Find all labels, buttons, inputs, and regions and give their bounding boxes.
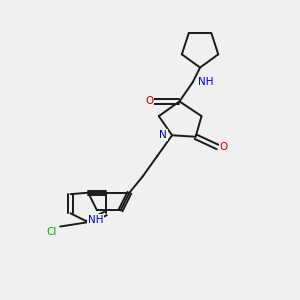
- Text: O: O: [220, 142, 228, 152]
- Text: O: O: [145, 96, 153, 106]
- Text: NH: NH: [88, 215, 103, 225]
- Text: N: N: [159, 130, 167, 140]
- Text: NH: NH: [198, 77, 214, 87]
- Text: Cl: Cl: [46, 227, 56, 237]
